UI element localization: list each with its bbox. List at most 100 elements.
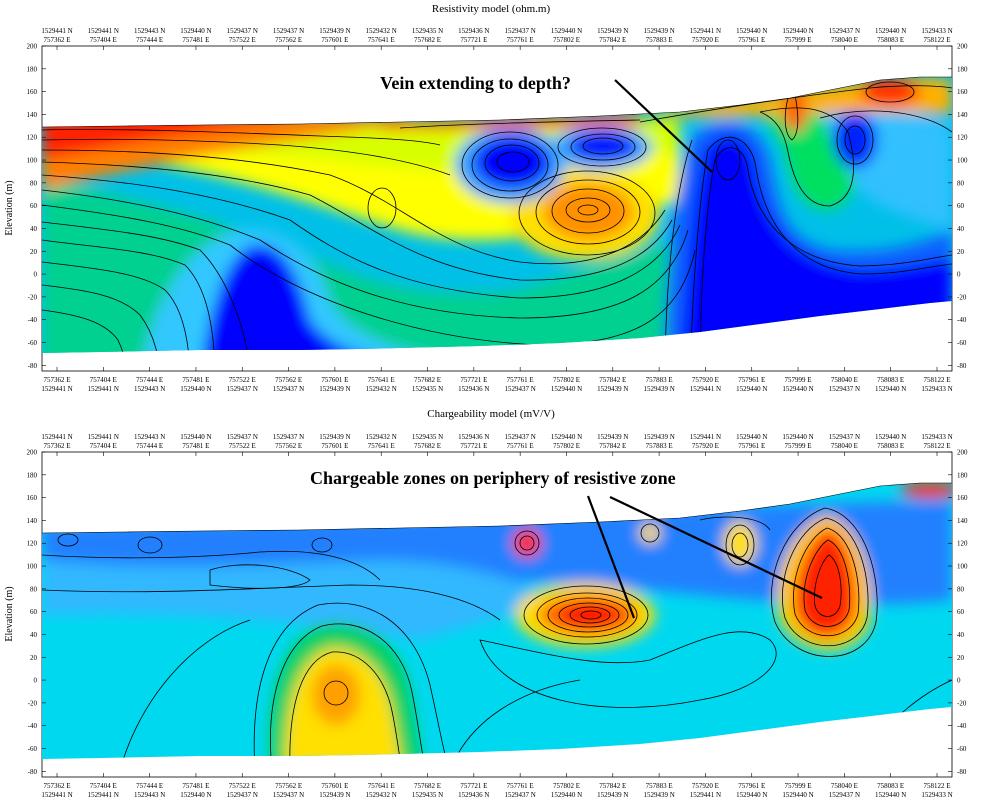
res-top-easting: 757920 E [692, 36, 719, 44]
res-top-northing: 1529440 N [736, 27, 767, 35]
res-top-northing: 1529437 N [829, 27, 860, 35]
chg-bottom-easting: 757721 E [460, 782, 487, 790]
res-ytick-right: -20 [957, 293, 967, 301]
res-ytick-left: -40 [28, 316, 38, 324]
res-bottom-easting: 757522 E [229, 376, 256, 384]
res-bottom-easting: 757961 E [738, 376, 765, 384]
chg-ytick-left: 180 [27, 471, 38, 479]
res-bottom-northing: 1529441 N [41, 385, 72, 393]
res-bottom-easting: 758122 E [923, 376, 950, 384]
res-bottom-easting: 757562 E [275, 376, 302, 384]
chg-bottom-northing: 1529435 N [412, 791, 443, 799]
res-ytick-left: 160 [27, 88, 38, 96]
chg-bottom-northing: 1529441 N [88, 791, 119, 799]
res-ytick-right: 180 [957, 65, 968, 73]
chargeability-title: Chargeability model (mV/V) [427, 408, 555, 420]
chargeability-ylabel: Elevation (m) [4, 586, 15, 641]
chg-top-northing: 1529440 N [782, 433, 813, 441]
chargeability-panel [41, 451, 953, 778]
res-top-easting: 757721 E [460, 36, 487, 44]
res-top-northing: 1529441 N [690, 27, 721, 35]
chg-top-easting: 757362 E [43, 442, 70, 450]
chg-top-easting: 757522 E [229, 442, 256, 450]
res-top-easting: 757522 E [229, 36, 256, 44]
res-top-northing: 1529433 N [921, 27, 952, 35]
res-top-northing: 1529437 N [227, 27, 258, 35]
chg-ytick-left: 0 [34, 677, 38, 685]
res-ytick-left: 200 [27, 43, 38, 51]
res-bottom-easting: 757761 E [507, 376, 534, 384]
res-ytick-right: 20 [957, 248, 965, 256]
chg-bottom-easting: 757404 E [90, 782, 117, 790]
chg-bottom-northing: 1529440 N [782, 791, 813, 799]
chg-bottom-northing: 1529440 N [551, 791, 582, 799]
res-bottom-northing: 1529432 N [366, 385, 397, 393]
chg-ytick-left: 160 [27, 494, 38, 502]
chg-bottom-northing: 1529440 N [875, 791, 906, 799]
res-bottom-northing: 1529433 N [921, 385, 952, 393]
chg-bottom-northing: 1529439 N [319, 791, 350, 799]
res-top-easting: 757999 E [785, 36, 812, 44]
res-top-northing: 1529441 N [41, 27, 72, 35]
chg-ytick-left: -20 [28, 699, 38, 707]
chg-top-northing: 1529439 N [643, 433, 674, 441]
chg-ytick-left: 120 [27, 540, 38, 548]
chargeable-arrow-1 [586, 495, 636, 619]
res-ytick-right: -40 [957, 316, 967, 324]
chg-top-easting: 757682 E [414, 442, 441, 450]
res-top-easting: 758040 E [831, 36, 858, 44]
res-ytick-right: 200 [957, 43, 968, 51]
res-top-easting: 758083 E [877, 36, 904, 44]
chg-bottom-easting: 757682 E [414, 782, 441, 790]
res-ytick-left: 120 [27, 134, 38, 142]
chg-top-easting: 757404 E [90, 442, 117, 450]
chg-ytick-left: -60 [28, 745, 38, 753]
chg-top-easting: 757444 E [136, 442, 163, 450]
chg-ytick-right: 40 [957, 631, 965, 639]
res-ytick-left: 20 [30, 248, 38, 256]
chg-bottom-northing: 1529437 N [273, 791, 304, 799]
vein-arrow [614, 79, 713, 173]
res-bottom-northing: 1529440 N [736, 385, 767, 393]
chg-top-northing: 1529437 N [505, 433, 536, 441]
res-ytick-right: 60 [957, 202, 965, 210]
res-bottom-easting: 757444 E [136, 376, 163, 384]
res-top-northing: 1529440 N [180, 27, 211, 35]
resistivity-title: Resistivity model (ohm.m) [431, 3, 551, 15]
resistivity-field [42, 77, 952, 353]
chg-top-northing: 1529443 N [134, 433, 165, 441]
res-bottom-northing: 1529437 N [829, 385, 860, 393]
chg-top-northing: 1529441 N [41, 433, 72, 441]
chg-top-northing: 1529435 N [412, 433, 443, 441]
chg-top-northing: 1529436 N [458, 433, 489, 441]
chg-bottom-easting: 757562 E [275, 782, 302, 790]
chg-ytick-left: 100 [27, 563, 38, 571]
annotations: Vein extending to depth? Chargeable zone… [310, 73, 823, 619]
res-bottom-easting: 757842 E [599, 376, 626, 384]
res-ytick-right: 120 [957, 134, 968, 142]
chargeable-arrow-2 [609, 496, 823, 599]
chargeable-annotation: Chargeable zones on periphery of resisti… [310, 468, 676, 488]
vein-annotation: Vein extending to depth? [380, 73, 571, 93]
res-top-easting: 757601 E [321, 36, 348, 44]
chg-ytick-left: 140 [27, 517, 38, 525]
res-ytick-left: 140 [27, 111, 38, 119]
res-ytick-left: 100 [27, 157, 38, 165]
res-top-easting: 757641 E [368, 36, 395, 44]
chg-top-northing: 1529440 N [180, 433, 211, 441]
chg-bottom-northing: 1529441 N [690, 791, 721, 799]
chg-bottom-northing: 1529436 N [458, 791, 489, 799]
chg-bottom-easting: 758040 E [831, 782, 858, 790]
chg-bottom-easting: 757802 E [553, 782, 580, 790]
chg-ytick-right: -80 [957, 768, 967, 776]
chg-ytick-left: -80 [28, 768, 38, 776]
res-top-northing: 1529435 N [412, 27, 443, 35]
res-top-easting: 757761 E [507, 36, 534, 44]
chg-bottom-easting: 757842 E [599, 782, 626, 790]
chg-bottom-easting: 757761 E [507, 782, 534, 790]
res-ytick-right: 0 [957, 271, 961, 279]
chg-top-northing: 1529432 N [366, 433, 397, 441]
res-ytick-left: -80 [28, 362, 38, 370]
chg-bottom-easting: 757920 E [692, 782, 719, 790]
